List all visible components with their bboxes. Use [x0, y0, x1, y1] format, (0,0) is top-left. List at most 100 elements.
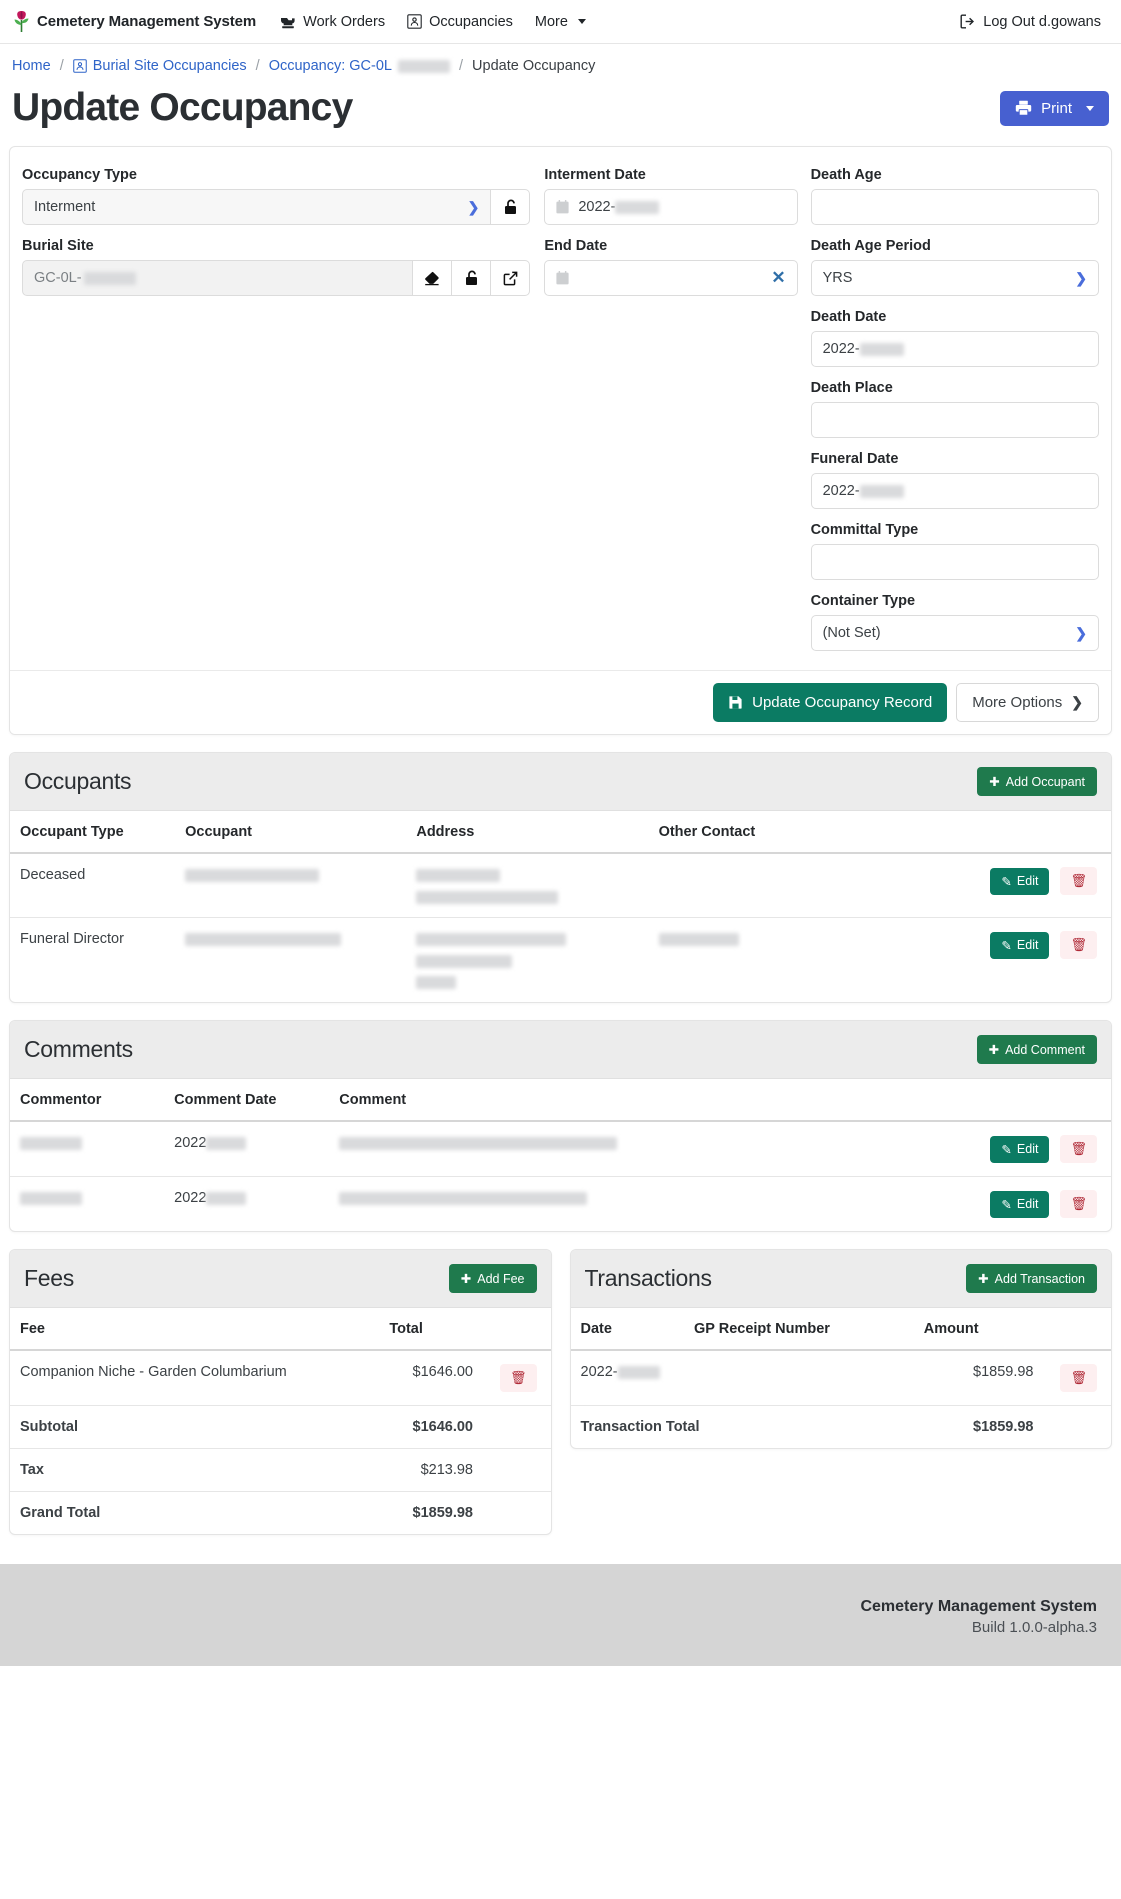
- redacted-occupant-name: [185, 868, 320, 882]
- edit-occupant-button[interactable]: ✎ Edit: [990, 867, 1050, 895]
- committal-type-label: Committal Type: [810, 522, 919, 538]
- burial-site-open-button[interactable]: [491, 260, 531, 296]
- app-page: Cemetery Management System Work Orders O…: [0, 0, 1121, 1666]
- death-age-period-select[interactable]: YRS ❯: [810, 260, 1099, 296]
- add-comment-button[interactable]: ✚ Add Comment: [976, 1035, 1097, 1064]
- delete-transaction-button[interactable]: 🗑: [1060, 1364, 1097, 1392]
- pencil-icon: ✎: [1001, 1197, 1012, 1212]
- edit-occupant-button[interactable]: ✎ Edit: [990, 931, 1050, 959]
- logout-button[interactable]: Log Out d.gowans: [960, 14, 1107, 30]
- more-options-button[interactable]: More Options ❯: [956, 683, 1099, 722]
- container-type-select[interactable]: (Not Set) ❯: [810, 615, 1099, 651]
- committal-type-input[interactable]: [810, 544, 1099, 580]
- printer-icon: [1015, 100, 1032, 116]
- death-place-input[interactable]: [810, 402, 1099, 438]
- burial-site-input[interactable]: GC-0L-: [22, 260, 414, 296]
- brand-label: Cemetery Management System: [37, 13, 257, 30]
- occupant-actions-cell: ✎ Edit 🗑: [923, 853, 1111, 918]
- occupant-type-cell: Funeral Director: [20, 931, 124, 947]
- redacted-funeral-date: [859, 484, 904, 498]
- occupancy-type-row: Interment ❯: [22, 189, 531, 225]
- delete-occupant-button[interactable]: 🗑: [1060, 931, 1097, 959]
- add-fee-label: Add Fee: [477, 1271, 525, 1286]
- table-row: Deceased ✎ Edit: [10, 853, 1111, 918]
- death-age-period-value: YRS: [822, 270, 853, 286]
- column-comment-date: Comment Date: [164, 1079, 330, 1122]
- table-row: 2022 ✎ Edit 🗑: [10, 1121, 1111, 1177]
- column-comment: Comment: [329, 1079, 981, 1122]
- death-place-label: Death Place: [810, 380, 893, 396]
- transaction-amount-cell: $1859.98: [913, 1350, 1044, 1406]
- column-actions: [482, 1308, 551, 1351]
- add-transaction-label: Add Transaction: [994, 1271, 1085, 1286]
- redacted-occupancy-id: [398, 59, 450, 73]
- add-transaction-button[interactable]: ✚ Add Transaction: [966, 1264, 1097, 1293]
- transactions-table: Date GP Receipt Number Amount 2022- $185…: [570, 1308, 1111, 1448]
- table-row: 2022 ✎ Edit 🗑: [10, 1177, 1111, 1232]
- top-navbar: Cemetery Management System Work Orders O…: [0, 0, 1121, 44]
- add-occupant-button[interactable]: ✚ Add Occupant: [977, 767, 1097, 796]
- burial-site-label: Burial Site: [22, 238, 94, 254]
- pencil-icon: ✎: [1001, 1142, 1012, 1157]
- close-icon[interactable]: ✕: [771, 268, 786, 287]
- nav-item-occupancies[interactable]: Occupancies: [407, 14, 513, 30]
- interment-date-input[interactable]: 2022-: [544, 189, 798, 225]
- table-row: 2022- $1859.98 🗑: [570, 1350, 1111, 1406]
- occupancy-type-select[interactable]: Interment ❯: [22, 189, 492, 225]
- add-comment-label: Add Comment: [1005, 1042, 1085, 1057]
- edit-comment-button[interactable]: ✎ Edit: [990, 1135, 1050, 1163]
- form-far-right-column: Death Age Death Age Period YRS ❯ Death: [810, 161, 1099, 664]
- print-button[interactable]: Print: [1000, 90, 1109, 126]
- fees-grand-total-row: Grand Total $1859.98: [10, 1492, 551, 1535]
- column-commentor: Commentor: [10, 1079, 165, 1122]
- trash-icon: 🗑: [509, 1370, 527, 1385]
- fees-subtotal-row: Subtotal $1646.00: [10, 1405, 551, 1449]
- death-date-input[interactable]: 2022-: [810, 331, 1099, 367]
- delete-occupant-button[interactable]: 🗑: [1060, 867, 1097, 895]
- fees-card: Fees ✚ Add Fee Fee Total Companion Nich: [9, 1249, 552, 1535]
- death-date-row: 2022-: [810, 331, 1099, 367]
- end-date-input[interactable]: ✕: [544, 260, 798, 296]
- nav-item-work-orders[interactable]: Work Orders: [280, 14, 385, 30]
- nav-item-more[interactable]: More: [535, 14, 586, 30]
- occupancy-type-value: Interment: [34, 199, 96, 215]
- edit-label: Edit: [1016, 938, 1039, 952]
- comment-text-cell: [329, 1121, 981, 1177]
- transaction-date-cell: 2022-: [570, 1350, 684, 1406]
- eraser-icon: [424, 271, 440, 286]
- redacted-address-line: [416, 868, 501, 882]
- comments-header-row: Commentor Comment Date Comment: [10, 1079, 1111, 1122]
- fees-header: Fees ✚ Add Fee: [10, 1250, 551, 1308]
- chevron-down-icon: [1086, 105, 1094, 111]
- burial-site-clear-button[interactable]: [413, 260, 453, 296]
- chevron-down-icon: ❯: [467, 198, 480, 215]
- occupancy-type-lock-button[interactable]: [491, 189, 531, 225]
- fee-actions-cell: 🗑: [482, 1350, 551, 1406]
- trash-icon: 🗑: [1070, 937, 1087, 952]
- funeral-date-input[interactable]: 2022-: [810, 473, 1099, 509]
- delete-fee-button[interactable]: 🗑: [499, 1364, 537, 1392]
- container-type-label: Container Type: [810, 593, 916, 609]
- nav-item-label: More: [534, 13, 568, 30]
- occupancy-type-label: Occupancy Type: [22, 167, 137, 183]
- breadcrumb-occupancy[interactable]: Occupancy: GC-0L: [269, 58, 450, 74]
- delete-comment-button[interactable]: 🗑: [1060, 1190, 1097, 1218]
- breadcrumb-burial-site-occupancies[interactable]: Burial Site Occupancies: [72, 58, 247, 74]
- funeral-date-value: 2022-: [822, 483, 860, 499]
- redacted-death-date: [859, 342, 904, 356]
- brand[interactable]: Cemetery Management System: [14, 10, 257, 33]
- print-label: Print: [1041, 99, 1072, 117]
- breadcrumb-home[interactable]: Home: [12, 58, 51, 74]
- death-age-input[interactable]: [810, 189, 1099, 225]
- comment-date-cell: 2022: [164, 1177, 329, 1232]
- delete-comment-button[interactable]: 🗑: [1060, 1135, 1097, 1163]
- add-fee-button[interactable]: ✚ Add Fee: [448, 1264, 537, 1293]
- table-row: Funeral Director ✎: [10, 918, 1111, 1003]
- external-link-icon: [503, 271, 518, 286]
- update-occupancy-record-button[interactable]: Update Occupancy Record: [713, 683, 948, 722]
- edit-comment-button[interactable]: ✎ Edit: [990, 1190, 1050, 1218]
- redacted-occupant-name: [185, 932, 342, 946]
- column-gp-receipt-number: GP Receipt Number: [684, 1308, 914, 1351]
- breadcrumb-home-label: Home: [12, 58, 51, 74]
- burial-site-lock-button[interactable]: [452, 260, 492, 296]
